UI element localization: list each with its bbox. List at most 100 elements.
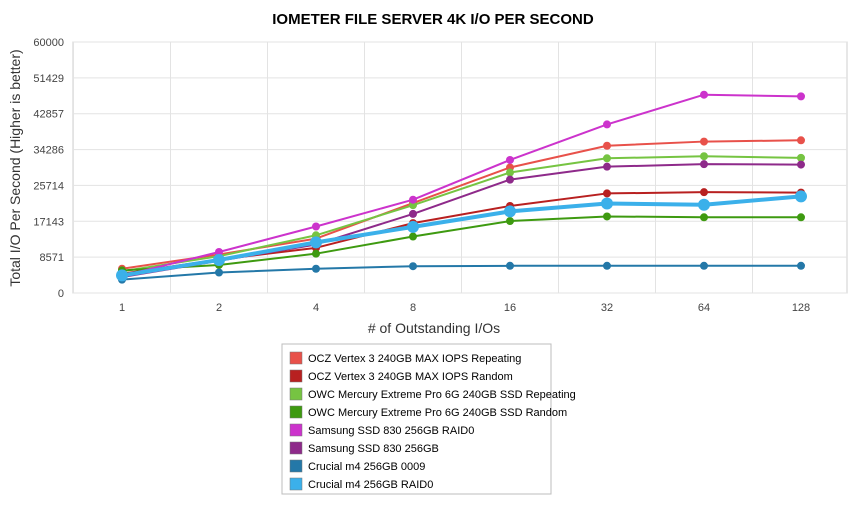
data-point bbox=[700, 188, 708, 197]
x-tick-label: 4 bbox=[313, 302, 319, 314]
x-tick-label: 1 bbox=[119, 302, 125, 314]
legend-swatch bbox=[289, 405, 303, 419]
data-point bbox=[603, 162, 611, 171]
legend-item: OCZ Vertex 3 240GB MAX IOPS Random bbox=[289, 369, 513, 383]
legend-label: Crucial m4 256GB 0009 bbox=[308, 461, 425, 473]
x-axis-ticks: 1 2 4 8 16 32 64 128 bbox=[119, 302, 810, 314]
series-line bbox=[121, 155, 802, 273]
legend-item: Samsung SSD 830 256GB bbox=[289, 441, 439, 455]
chart-title: IOMETER FILE SERVER 4K I/O PER SECOND bbox=[272, 11, 594, 28]
data-point bbox=[506, 217, 514, 226]
y-tick-label: 51429 bbox=[33, 73, 64, 85]
x-tick-label: 32 bbox=[601, 302, 613, 314]
data-point bbox=[797, 153, 805, 162]
data-point bbox=[700, 152, 708, 161]
legend-item: OCZ Vertex 3 240GB MAX IOPS Repeating bbox=[289, 351, 521, 365]
data-point bbox=[601, 197, 613, 210]
data-point bbox=[603, 189, 611, 198]
data-point bbox=[506, 155, 514, 164]
data-point bbox=[409, 209, 417, 218]
data-point bbox=[797, 261, 805, 270]
data-point bbox=[700, 160, 708, 169]
legend-item: Crucial m4 256GB RAID0 bbox=[289, 477, 433, 491]
y-tick-label: 42857 bbox=[33, 109, 64, 121]
gridlines bbox=[73, 41, 847, 294]
series-lines bbox=[116, 90, 807, 284]
legend-swatch bbox=[289, 369, 303, 383]
x-axis-label: # of Outstanding I/Os bbox=[368, 320, 500, 336]
data-point bbox=[603, 141, 611, 150]
data-point bbox=[797, 213, 805, 222]
legend-swatch bbox=[289, 459, 303, 473]
data-point bbox=[506, 168, 514, 177]
y-axis-ticks: 0 8571 17143 25714 34286 42857 51429 60000 bbox=[33, 37, 64, 300]
legend-label: OCZ Vertex 3 240GB MAX IOPS Random bbox=[308, 371, 513, 383]
data-point bbox=[603, 212, 611, 221]
x-tick-label: 8 bbox=[410, 302, 416, 314]
data-point bbox=[310, 236, 322, 249]
legend-item: Crucial m4 256GB 0009 bbox=[289, 459, 425, 473]
legend-swatch bbox=[289, 477, 303, 491]
legend-item: OWC Mercury Extreme Pro 6G 240GB SSD Ran… bbox=[289, 405, 567, 419]
data-point bbox=[116, 269, 128, 282]
data-point bbox=[700, 90, 708, 99]
data-point bbox=[312, 264, 320, 273]
x-tick-label: 64 bbox=[698, 302, 710, 314]
data-point bbox=[700, 213, 708, 222]
legend-swatch bbox=[289, 387, 303, 401]
legend-swatch bbox=[289, 423, 303, 437]
series-line bbox=[121, 93, 802, 277]
legend-label: OWC Mercury Extreme Pro 6G 240GB SSD Rep… bbox=[308, 389, 576, 401]
data-point bbox=[407, 220, 419, 233]
data-point bbox=[215, 268, 223, 277]
data-point bbox=[409, 195, 417, 204]
y-tick-label: 8571 bbox=[40, 252, 64, 264]
y-axis-label: Total I/O Per Second (Higher is better) bbox=[7, 49, 23, 286]
data-point bbox=[698, 198, 710, 211]
plot-area bbox=[72, 41, 848, 294]
data-point bbox=[797, 136, 805, 145]
data-point bbox=[213, 253, 225, 266]
y-tick-label: 25714 bbox=[33, 180, 64, 192]
legend-swatch bbox=[289, 351, 303, 365]
data-point bbox=[312, 222, 320, 231]
x-tick-label: 16 bbox=[504, 302, 516, 314]
y-tick-label: 60000 bbox=[33, 37, 64, 49]
data-point bbox=[603, 120, 611, 129]
data-point bbox=[797, 160, 805, 169]
legend-label: Samsung SSD 830 256GB bbox=[308, 443, 439, 455]
legend-item: Samsung SSD 830 256GB RAID0 bbox=[289, 423, 474, 437]
data-point bbox=[506, 175, 514, 184]
data-point bbox=[215, 248, 223, 257]
y-tick-label: 0 bbox=[58, 288, 64, 300]
data-point bbox=[795, 190, 807, 203]
data-point bbox=[700, 261, 708, 270]
data-point bbox=[603, 261, 611, 270]
x-tick-label: 128 bbox=[792, 302, 810, 314]
data-point bbox=[504, 205, 516, 218]
legend-swatch bbox=[289, 441, 303, 455]
legend-box bbox=[281, 343, 552, 495]
legend-label: Crucial m4 256GB RAID0 bbox=[308, 479, 433, 491]
series-group bbox=[116, 190, 807, 282]
series-line bbox=[121, 264, 801, 281]
y-tick-label: 34286 bbox=[33, 145, 64, 157]
data-point bbox=[409, 232, 417, 241]
legend-item: OWC Mercury Extreme Pro 6G 240GB SSD Rep… bbox=[289, 387, 576, 401]
x-tick-label: 2 bbox=[216, 302, 222, 314]
data-point bbox=[506, 261, 514, 270]
series-line bbox=[121, 194, 802, 278]
data-point bbox=[797, 92, 805, 101]
series-line bbox=[121, 215, 801, 272]
legend: OCZ Vertex 3 240GB MAX IOPS Repeating OCZ… bbox=[281, 343, 576, 495]
legend-label: OWC Mercury Extreme Pro 6G 240GB SSD Ran… bbox=[308, 407, 567, 419]
y-tick-label: 17143 bbox=[33, 216, 64, 228]
legend-label: Samsung SSD 830 256GB RAID0 bbox=[308, 425, 474, 437]
data-point bbox=[700, 137, 708, 146]
data-point bbox=[312, 249, 320, 258]
data-point bbox=[409, 262, 417, 271]
legend-label: OCZ Vertex 3 240GB MAX IOPS Repeating bbox=[308, 353, 521, 365]
data-point bbox=[603, 154, 611, 163]
